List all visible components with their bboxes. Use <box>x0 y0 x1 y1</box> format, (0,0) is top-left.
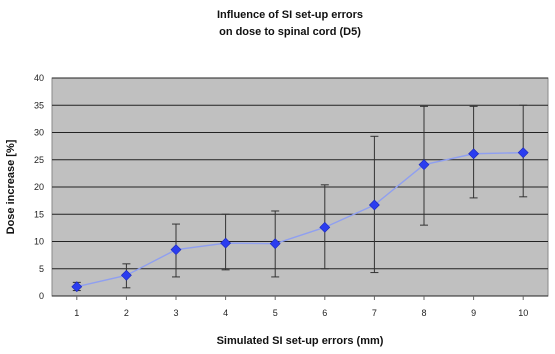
data-point <box>319 221 331 233</box>
chart-title-line-2: on dose to spinal cord (D5) <box>219 26 361 38</box>
x-tick-label: 5 <box>273 308 278 318</box>
data-point <box>269 238 281 250</box>
data-point <box>220 237 232 249</box>
chart-title-line-1: Influence of SI set-up errors <box>217 9 363 21</box>
y-axis-ticks: 0 5 10 15 20 25 30 35 40 <box>34 73 44 301</box>
x-axis-title: Simulated SI set-up errors (mm) <box>217 335 384 347</box>
x-tick-label: 3 <box>173 308 178 318</box>
y-tick-label: 25 <box>34 155 44 165</box>
y-tick-label: 5 <box>39 264 44 274</box>
x-axis-ticks: 1 2 3 4 5 6 7 8 9 10 <box>74 296 528 318</box>
data-point <box>71 281 83 293</box>
y-tick-label: 35 <box>34 100 44 110</box>
x-tick-label: 7 <box>372 308 377 318</box>
data-point <box>517 147 529 159</box>
y-tick-label: 0 <box>39 291 44 301</box>
data-point <box>120 269 132 281</box>
series-line <box>76 151 524 288</box>
x-tick-label: 1 <box>74 308 79 318</box>
y-tick-label: 30 <box>34 128 44 138</box>
gridlines <box>52 77 548 297</box>
data-point <box>468 148 480 160</box>
x-tick-label: 4 <box>223 308 228 318</box>
y-tick-label: 10 <box>34 237 44 247</box>
y-axis-title: Dose increase [%] <box>5 139 17 234</box>
y-tick-label: 40 <box>34 73 44 83</box>
x-tick-label: 8 <box>421 308 426 318</box>
x-tick-label: 9 <box>471 308 476 318</box>
data-point <box>170 244 182 256</box>
x-tick-label: 6 <box>322 308 327 318</box>
data-points <box>71 147 529 293</box>
data-point <box>418 159 430 171</box>
x-tick-label: 10 <box>518 308 528 318</box>
data-point <box>368 199 380 211</box>
x-tick-label: 2 <box>124 308 129 318</box>
y-tick-label: 15 <box>34 209 44 219</box>
y-tick-label: 20 <box>34 182 44 192</box>
